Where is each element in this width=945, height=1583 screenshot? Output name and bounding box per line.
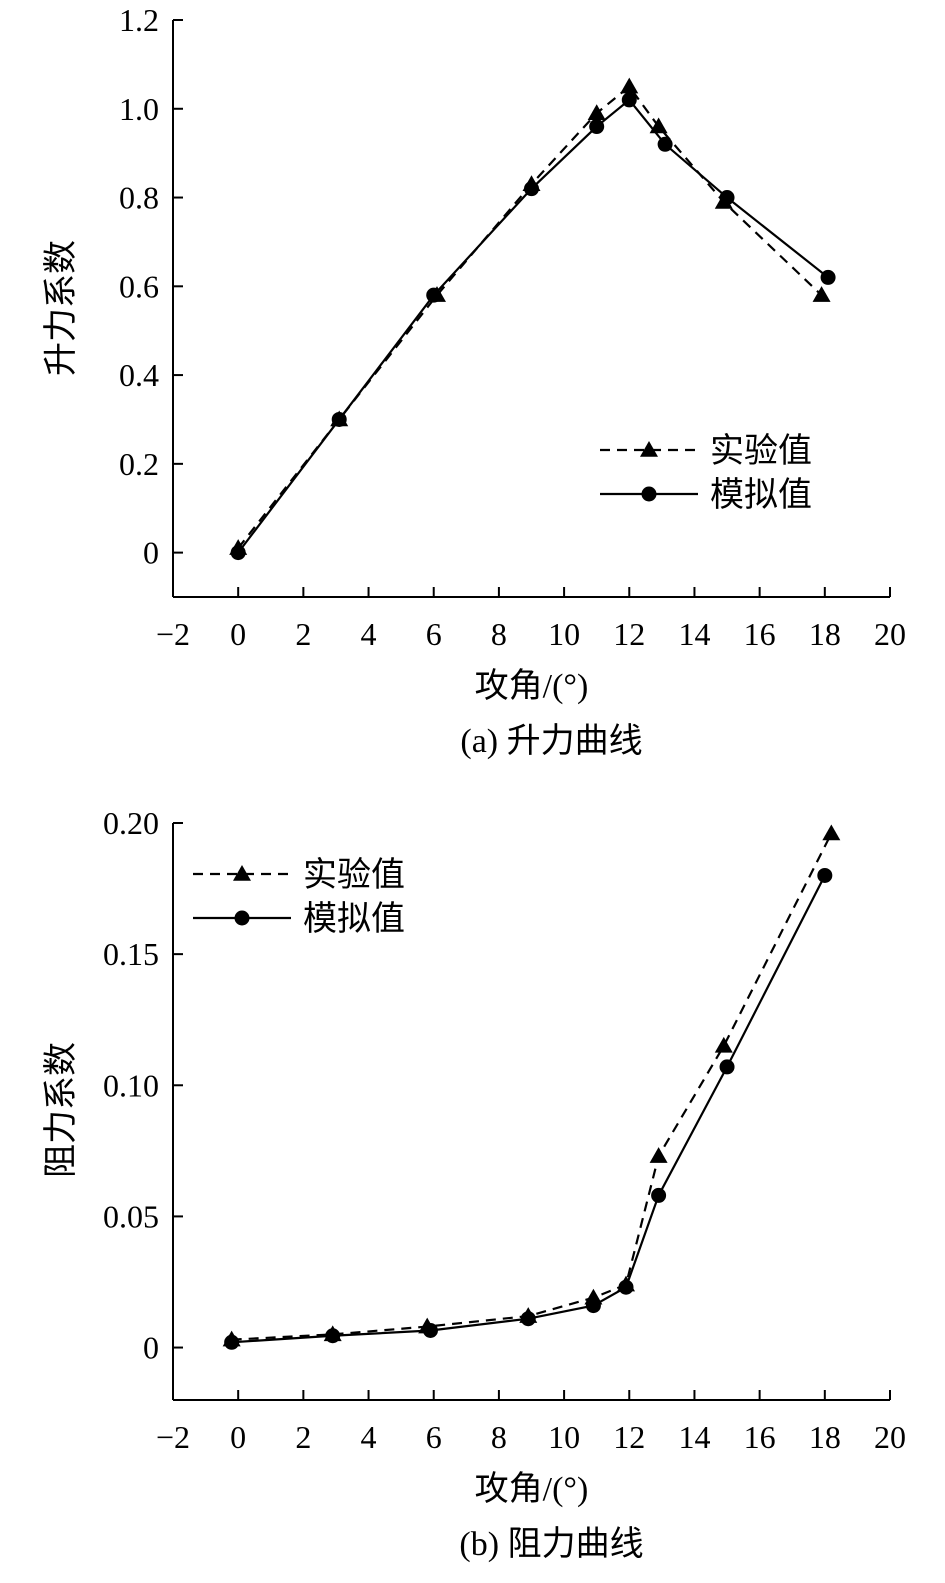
x-tick-label: −2 bbox=[156, 616, 190, 652]
data-point bbox=[719, 190, 735, 206]
y-tick-label: 0.20 bbox=[103, 805, 159, 841]
x-tick-label: 14 bbox=[678, 616, 710, 652]
x-tick-label: 20 bbox=[874, 1419, 906, 1455]
chart-drag: −2 0 2 4 6 8 10 12 14 16 18 20 0 0.05 0.10 0.15 0.20 攻角/(… bbox=[42, 805, 906, 1563]
data-point bbox=[325, 1328, 341, 1344]
legend-marker bbox=[234, 910, 250, 926]
y-tick-label: 1.0 bbox=[119, 91, 159, 127]
data-point bbox=[649, 117, 668, 134]
x-tick-label: 8 bbox=[491, 1419, 507, 1455]
data-point bbox=[812, 286, 831, 302]
x-tick-label: 14 bbox=[678, 1419, 710, 1455]
y-tick-label: 0 bbox=[143, 1330, 159, 1366]
x-tick-label: 6 bbox=[426, 616, 442, 652]
data-point bbox=[618, 1279, 634, 1295]
y-tick-label: 0.15 bbox=[103, 936, 159, 972]
x-tick-label: −2 bbox=[156, 1419, 190, 1455]
data-point bbox=[714, 1036, 733, 1053]
x-tick-label: 0 bbox=[230, 1419, 246, 1455]
y-axis-label: 阻力系数 bbox=[42, 1042, 80, 1178]
x-tick-label: 2 bbox=[295, 616, 311, 652]
data-point bbox=[620, 77, 639, 94]
data-point bbox=[520, 1311, 536, 1327]
legend-marker bbox=[233, 865, 251, 881]
data-point bbox=[587, 104, 606, 120]
x-tick-label: 0 bbox=[230, 616, 246, 652]
y-tick-label: 1.2 bbox=[119, 2, 159, 38]
legend-label: 模拟值 bbox=[710, 476, 812, 514]
data-point bbox=[585, 1298, 601, 1314]
data-point bbox=[524, 181, 539, 197]
legend-label: 实验值 bbox=[710, 432, 812, 470]
data-point bbox=[651, 1187, 667, 1203]
x-tick-label: 4 bbox=[361, 616, 377, 652]
series-line bbox=[231, 874, 826, 1344]
data-point bbox=[649, 1147, 668, 1163]
x-axis-label: 攻角/(°) bbox=[475, 667, 589, 705]
series-simulated bbox=[224, 867, 833, 1350]
x-tick-label: 6 bbox=[426, 1419, 442, 1455]
y-tick-label: 0.4 bbox=[119, 357, 159, 393]
data-point bbox=[657, 136, 673, 152]
chart-caption: (a) 升力曲线 bbox=[460, 722, 642, 760]
x-tick-label: 10 bbox=[548, 1419, 580, 1455]
x-tick-label: 16 bbox=[744, 616, 776, 652]
x-tick-label: 10 bbox=[548, 616, 580, 652]
legend-marker bbox=[640, 441, 658, 457]
legend-label: 实验值 bbox=[303, 856, 405, 894]
y-tick-label: 0.10 bbox=[103, 1067, 159, 1103]
legend-marker bbox=[641, 486, 657, 502]
data-point bbox=[817, 867, 833, 883]
legend-label: 模拟值 bbox=[303, 900, 405, 938]
series-simulated bbox=[230, 92, 836, 561]
y-tick-label: 0.2 bbox=[119, 446, 159, 482]
x-tick-label: 4 bbox=[361, 1419, 377, 1455]
x-tick-label: 16 bbox=[744, 1419, 776, 1455]
data-point bbox=[426, 287, 442, 303]
x-tick-label: 2 bbox=[295, 1419, 311, 1455]
x-tick-label: 12 bbox=[613, 616, 645, 652]
data-point bbox=[589, 119, 605, 135]
y-tick-label: 0.05 bbox=[103, 1198, 159, 1234]
x-tick-label: 12 bbox=[613, 1419, 645, 1455]
data-point bbox=[621, 92, 637, 108]
x-tick-label: 18 bbox=[809, 1419, 841, 1455]
y-tick-label: 0.8 bbox=[119, 180, 159, 216]
data-point bbox=[230, 545, 246, 561]
data-point bbox=[822, 824, 841, 841]
y-axis-label: 升力系数 bbox=[42, 240, 80, 376]
x-tick-label: 18 bbox=[809, 616, 841, 652]
chart-caption: (b) 阻力曲线 bbox=[459, 1525, 643, 1563]
x-axis-label: 攻角/(°) bbox=[475, 1470, 589, 1508]
y-tick-label: 0 bbox=[143, 535, 159, 571]
chart-lift: −2 0 2 4 6 8 10 12 14 16 18 20 0 0.2 0.4 0.6 0.8 1.0 1.2 攻角… bbox=[42, 2, 906, 760]
y-tick-label: 0.6 bbox=[119, 268, 159, 304]
data-point bbox=[224, 1334, 240, 1350]
data-point bbox=[820, 269, 836, 285]
x-tick-label: 8 bbox=[491, 616, 507, 652]
x-tick-label: 20 bbox=[874, 616, 906, 652]
data-point bbox=[331, 411, 347, 427]
data-point bbox=[422, 1322, 438, 1338]
data-point bbox=[719, 1059, 735, 1075]
